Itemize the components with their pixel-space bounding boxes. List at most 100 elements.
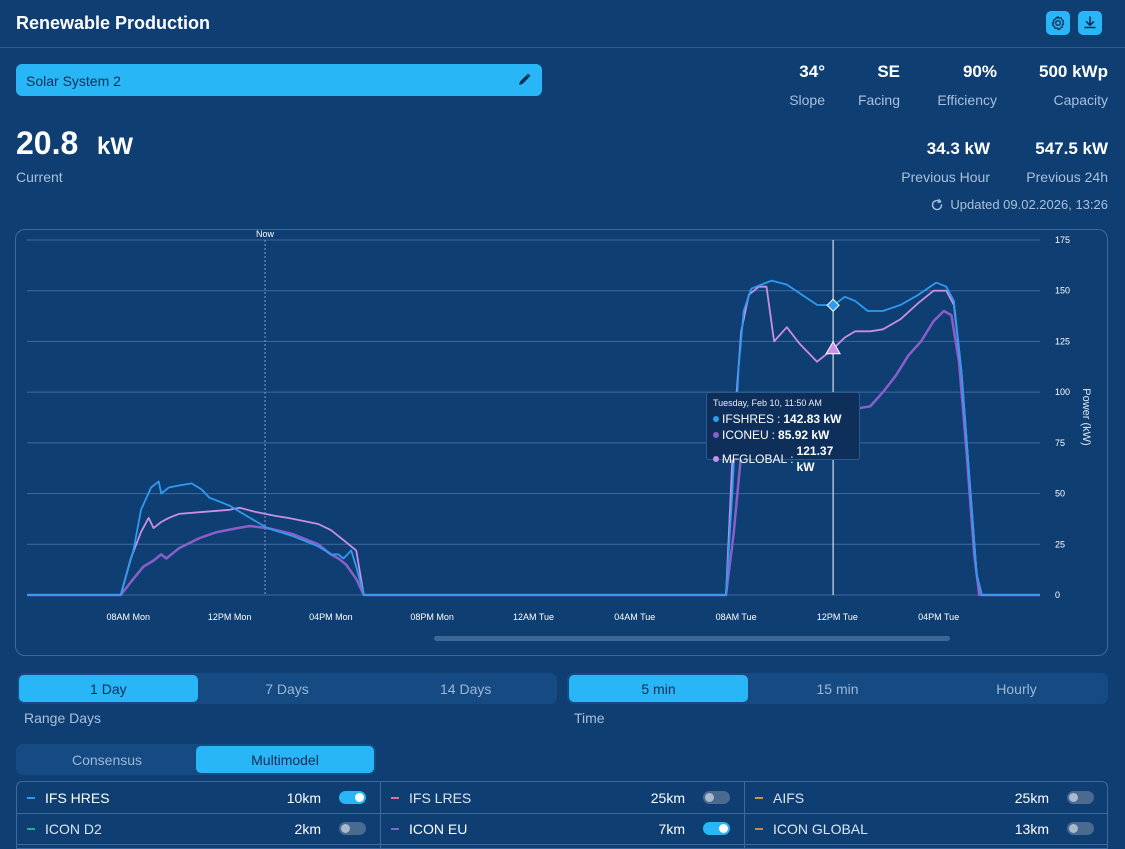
time-option-5-min[interactable]: 5 min bbox=[569, 675, 748, 702]
range-option-14-days[interactable]: 14 Days bbox=[440, 680, 492, 697]
range-option-1-day[interactable]: 1 Day bbox=[19, 675, 198, 702]
hover-point-ifshres bbox=[826, 298, 840, 312]
chart-tooltip: Tuesday, Feb 10, 11:50 AM IFSHRES: 142.8… bbox=[706, 392, 860, 474]
facing-label: Facing bbox=[857, 92, 900, 108]
chart-scrollbar[interactable] bbox=[434, 636, 950, 641]
y-tick-label: 150 bbox=[1055, 286, 1070, 296]
model-row-ifs-lres: IFS LRES 25km bbox=[391, 782, 730, 813]
range-option-7-days[interactable]: 7 Days bbox=[265, 680, 309, 697]
y-tick-label: 125 bbox=[1055, 336, 1070, 346]
x-tick-label: 04AM Tue bbox=[614, 612, 655, 622]
x-tick-label: 12AM Tue bbox=[513, 612, 554, 622]
previous-24h-value: 547.5 kW bbox=[1035, 139, 1108, 158]
download-button[interactable] bbox=[1078, 11, 1102, 35]
model-resolution: 7km bbox=[658, 820, 685, 837]
tooltip-series-value: 85.92 kW bbox=[778, 428, 830, 442]
model-color-swatch bbox=[27, 827, 35, 830]
model-resolution: 25km bbox=[650, 789, 685, 806]
settings-button[interactable] bbox=[1046, 11, 1070, 35]
time-label: Time bbox=[574, 710, 605, 726]
time-resolution-toggle: 5 min 15 min Hourly bbox=[567, 673, 1108, 704]
tooltip-colon: : bbox=[790, 452, 794, 466]
tooltip-series-name: IFSHRES bbox=[722, 412, 775, 426]
model-name: ICON EU bbox=[409, 820, 468, 837]
y-axis-label: Power (kW) bbox=[1080, 388, 1092, 445]
current-power-unit: kW bbox=[97, 133, 133, 160]
y-tick-label: 25 bbox=[1055, 539, 1065, 549]
x-tick-label: 04PM Mon bbox=[309, 612, 353, 622]
model-name: ICON GLOBAL bbox=[773, 820, 868, 837]
tooltip-dot bbox=[713, 416, 719, 422]
x-tick-label: 12PM Tue bbox=[817, 612, 858, 622]
model-toggle[interactable] bbox=[1067, 822, 1094, 835]
capacity-value: 500 kWp bbox=[1039, 62, 1108, 81]
pencil-icon[interactable] bbox=[516, 72, 532, 88]
current-power-label: Current bbox=[16, 169, 63, 185]
model-toggle[interactable] bbox=[703, 822, 730, 835]
x-tick-label: 04PM Tue bbox=[918, 612, 959, 622]
model-resolution: 10km bbox=[286, 789, 321, 806]
toggle-knob bbox=[705, 793, 714, 802]
x-tick-label: 08AM Tue bbox=[716, 612, 757, 622]
tooltip-row: MFGLOBAL: 121.37 kW bbox=[713, 443, 853, 475]
time-option-hourly[interactable]: Hourly bbox=[996, 680, 1037, 697]
model-color-swatch bbox=[755, 827, 763, 830]
previous-hour-label: Previous Hour bbox=[901, 169, 990, 185]
mode-tab-consensus[interactable]: Consensus bbox=[71, 751, 143, 768]
model-name: ICON D2 bbox=[45, 820, 102, 837]
production-chart-panel bbox=[15, 229, 1108, 656]
model-toggle[interactable] bbox=[339, 791, 366, 804]
header-bar bbox=[0, 0, 1125, 48]
model-resolution: 2km bbox=[294, 820, 321, 837]
toggle-knob bbox=[341, 824, 350, 833]
model-color-swatch bbox=[391, 827, 399, 830]
tooltip-colon: : bbox=[777, 412, 781, 426]
toggle-knob bbox=[355, 793, 364, 802]
model-color-swatch bbox=[391, 796, 399, 799]
y-tick-label: 175 bbox=[1055, 235, 1070, 245]
refresh-icon[interactable] bbox=[930, 198, 944, 212]
current-power-value: 20.8 bbox=[16, 125, 79, 161]
system-select[interactable]: Solar System 2 bbox=[16, 64, 542, 96]
hover-point-mfglobal bbox=[825, 340, 841, 355]
facing-value: SE bbox=[877, 62, 900, 81]
model-row-ifs-hres: IFS HRES 10km bbox=[27, 782, 366, 813]
mode-toggle: Consensus Multimodel bbox=[16, 744, 376, 775]
tooltip-colon: : bbox=[771, 428, 776, 442]
model-toggle[interactable] bbox=[1067, 791, 1094, 804]
tooltip-series-name: ICONEU bbox=[722, 428, 769, 442]
tooltip-series-value: 121.37 kW bbox=[796, 444, 834, 474]
model-row-icon-global: ICON GLOBAL 13km bbox=[755, 813, 1094, 844]
slope-value: 34° bbox=[799, 62, 825, 81]
y-tick-label: 100 bbox=[1055, 387, 1070, 397]
tooltip-series-name: MFGLOBAL bbox=[721, 452, 788, 466]
tooltip-row: IFSHRES: 142.83 kW bbox=[713, 411, 853, 427]
tooltip-dot bbox=[713, 432, 719, 438]
tooltip-title: Tuesday, Feb 10, 11:50 AM bbox=[713, 398, 822, 408]
model-name: IFS LRES bbox=[409, 789, 472, 806]
mode-tab-multimodel[interactable]: Multimodel bbox=[196, 746, 374, 773]
model-color-swatch bbox=[27, 796, 35, 799]
model-resolution: 25km bbox=[1014, 789, 1049, 806]
model-row-icon-eu: ICON EU 7km bbox=[391, 813, 730, 844]
y-tick-label: 0 bbox=[1055, 590, 1060, 600]
page-title: Renewable Production bbox=[16, 13, 211, 33]
model-toggle[interactable] bbox=[703, 791, 730, 804]
slope-label: Slope bbox=[789, 92, 825, 108]
model-color-swatch bbox=[755, 796, 763, 799]
now-marker-label: Now bbox=[256, 229, 275, 239]
model-toggle[interactable] bbox=[339, 822, 366, 835]
capacity-label: Capacity bbox=[1053, 92, 1108, 108]
system-select-value: Solar System 2 bbox=[26, 73, 121, 89]
model-resolution: 13km bbox=[1014, 820, 1049, 837]
y-tick-label: 50 bbox=[1055, 489, 1065, 499]
download-icon bbox=[1084, 16, 1096, 29]
y-tick-label: 75 bbox=[1055, 438, 1065, 448]
x-tick-label: 12PM Mon bbox=[208, 612, 252, 622]
previous-24h-label: Previous 24h bbox=[1026, 169, 1108, 185]
model-row-aifs: AIFS 25km bbox=[755, 782, 1094, 813]
efficiency-label: Efficiency bbox=[937, 92, 997, 108]
toggle-knob bbox=[1069, 824, 1078, 833]
time-option-15-min[interactable]: 15 min bbox=[816, 680, 859, 697]
